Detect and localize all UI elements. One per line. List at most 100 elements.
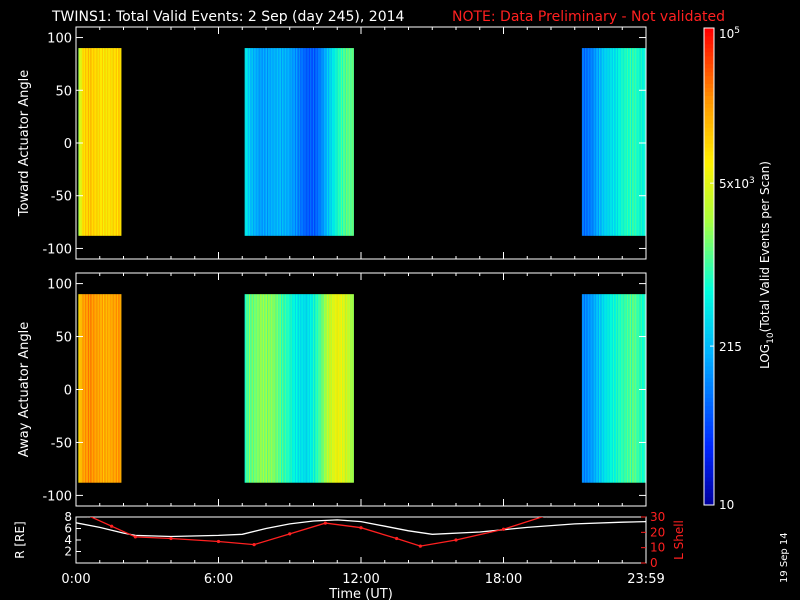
heatmap-cell	[255, 294, 257, 483]
colorbar-swatch	[704, 353, 714, 359]
heatmap-cell	[601, 294, 603, 483]
y-tick-label: 0	[64, 137, 72, 152]
heatmap-cell	[266, 48, 268, 236]
heatmap-cell	[116, 294, 119, 483]
heatmap-cell	[600, 294, 602, 483]
heatmap-cell	[293, 294, 296, 483]
heatmap-cell	[120, 294, 122, 483]
heatmap-cell	[263, 48, 266, 236]
colorbar-swatch	[704, 377, 714, 383]
y-axis-label-left: R [RE]	[13, 521, 27, 558]
heatmap-cell	[347, 48, 349, 236]
heatmap-cell	[624, 48, 626, 236]
heatmap-cell	[264, 48, 267, 236]
colorbar-swatch	[704, 242, 714, 248]
heatmap-cell	[334, 48, 336, 236]
heatmap-cell	[101, 48, 104, 236]
heatmap-cell	[272, 48, 274, 236]
colorbar-swatch	[704, 79, 714, 85]
heatmap-cell	[634, 48, 636, 236]
heatmap-cell	[319, 48, 321, 236]
colorbar-swatch	[704, 28, 714, 33]
y-tick-label: -50	[51, 190, 72, 205]
heatmap-cell	[638, 294, 640, 483]
plot-title: TWINS1: Total Valid Events: 2 Sep (day 2…	[51, 9, 405, 25]
colorbar-swatch	[704, 246, 714, 252]
heatmap-cell	[596, 294, 599, 483]
heatmap-cell	[299, 48, 301, 236]
heatmap-cell	[251, 294, 253, 483]
colorbar-swatch	[704, 397, 714, 403]
y-tick-label-left: 6	[64, 522, 72, 536]
heatmap-cell	[605, 294, 607, 483]
heatmap-cell	[275, 294, 277, 483]
colorbar-swatch	[704, 31, 714, 37]
heatmap-cell	[333, 48, 335, 236]
heatmap-cell	[642, 48, 645, 236]
colorbar-swatch	[704, 357, 714, 363]
heatmap-cell	[339, 294, 342, 483]
heatmap-cell	[100, 48, 103, 236]
lshell-point	[395, 536, 399, 541]
colorbar-swatch	[704, 206, 714, 212]
heatmap-cell	[116, 48, 119, 236]
heatmap-cell	[292, 48, 295, 236]
heatmap-cell	[324, 48, 327, 236]
heatmap-cell	[261, 48, 264, 236]
heatmap-cell	[269, 294, 271, 483]
heatmap-cell	[267, 48, 269, 236]
heatmap-cell	[617, 48, 619, 236]
colorbar-swatch	[704, 326, 714, 331]
heatmap-cell	[336, 48, 338, 236]
heatmap-cell	[247, 294, 250, 483]
heatmap-cell	[301, 48, 303, 236]
heatmap-cell	[593, 294, 595, 483]
heatmap-cell	[620, 48, 622, 236]
heatmap-cell	[323, 48, 326, 236]
heatmap-cell	[114, 294, 117, 483]
colorbar-swatch	[704, 310, 714, 315]
heatmap-cell	[120, 48, 122, 236]
heatmap-cell	[310, 294, 313, 483]
heatmap-cell	[305, 48, 307, 236]
heatmap-cell	[85, 294, 88, 483]
heatmap-cell	[298, 48, 300, 236]
heatmap-cell	[261, 294, 264, 483]
colorbar-swatch	[704, 43, 714, 49]
heatmap-cell	[284, 48, 286, 236]
heatmap-cell	[346, 294, 348, 483]
heatmap-cell	[306, 294, 308, 483]
heatmap-cell	[257, 294, 259, 483]
series-r-line	[76, 519, 646, 538]
colorbar-swatch	[704, 477, 714, 482]
heatmap-cell	[615, 294, 617, 483]
heatmap-cell	[273, 294, 275, 483]
heatmap-cell	[585, 48, 587, 236]
colorbar-swatch	[704, 290, 714, 295]
heatmap-cell	[80, 294, 82, 483]
heatmap-cell	[260, 294, 263, 483]
colorbar-swatch	[704, 302, 714, 307]
heatmap-cell	[280, 294, 283, 483]
heatmap-cell	[316, 48, 318, 236]
x-tick-label: 0:00	[61, 572, 90, 587]
colorbar-swatch	[704, 409, 714, 414]
colorbar-tick-label: 5x103	[719, 176, 755, 191]
panel-background	[76, 27, 646, 259]
heatmap-cell	[314, 48, 316, 236]
lshell-point	[288, 532, 292, 536]
heatmap-cell	[256, 294, 258, 483]
heatmap-cell	[80, 48, 82, 236]
heatmap-cell	[117, 294, 120, 483]
heatmap-cell	[274, 48, 276, 236]
heatmap-cell	[118, 294, 121, 483]
heatmap-cell	[113, 48, 116, 236]
heatmap-cell	[603, 294, 605, 483]
colorbar-swatch	[704, 230, 714, 236]
heatmap-cell	[632, 48, 634, 236]
colorbar-swatch	[704, 493, 714, 498]
heatmap-cell	[329, 48, 331, 236]
heatmap-cell	[337, 48, 339, 236]
heatmap-cell	[249, 294, 252, 483]
heatmap-cell	[351, 48, 353, 236]
